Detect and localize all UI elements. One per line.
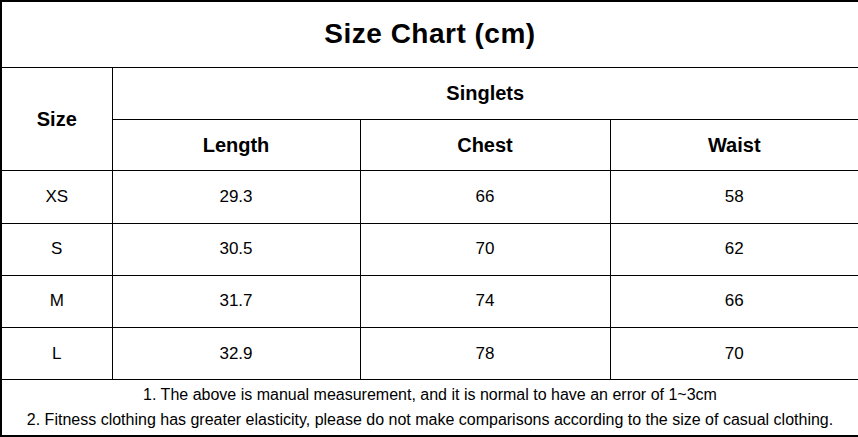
column-header-chest: Chest bbox=[360, 120, 610, 171]
size-chart-table: Size Chart (cm) Size Singlets Length Che… bbox=[0, 0, 858, 437]
length-value: 29.3 bbox=[112, 171, 360, 223]
chest-value: 70 bbox=[360, 223, 610, 275]
table-row-m: M 31.7 74 66 bbox=[1, 275, 858, 327]
waist-value: 70 bbox=[610, 327, 858, 379]
size-label: XS bbox=[1, 171, 112, 223]
group-header-singlets: Singlets bbox=[112, 67, 858, 119]
length-value: 31.7 bbox=[112, 275, 360, 327]
size-label: M bbox=[1, 275, 112, 327]
title-row: Size Chart (cm) bbox=[1, 1, 858, 67]
table-row-xs: XS 29.3 66 58 bbox=[1, 171, 858, 223]
size-label: S bbox=[1, 223, 112, 275]
chest-value: 78 bbox=[360, 327, 610, 379]
waist-value: 62 bbox=[610, 223, 858, 275]
size-label: L bbox=[1, 327, 112, 379]
column-header-size: Size bbox=[1, 67, 112, 170]
subheader-row: Length Chest Waist bbox=[1, 120, 858, 171]
page-title: Size Chart (cm) bbox=[1, 1, 858, 67]
note-line-1: 1. The above is manual measurement, and … bbox=[2, 383, 858, 408]
table-row-l: L 32.9 78 70 bbox=[1, 327, 858, 379]
chest-value: 74 bbox=[360, 275, 610, 327]
length-value: 32.9 bbox=[112, 327, 360, 379]
column-header-length: Length bbox=[112, 120, 360, 171]
size-chart-panel: Size Chart (cm) Size Singlets Length Che… bbox=[0, 0, 858, 437]
measurement-notes: 1. The above is manual measurement, and … bbox=[1, 380, 858, 436]
table-row-s: S 30.5 70 62 bbox=[1, 223, 858, 275]
waist-value: 58 bbox=[610, 171, 858, 223]
length-value: 30.5 bbox=[112, 223, 360, 275]
group-header-row: Size Singlets bbox=[1, 67, 858, 119]
chest-value: 66 bbox=[360, 171, 610, 223]
column-header-waist: Waist bbox=[610, 120, 858, 171]
waist-value: 66 bbox=[610, 275, 858, 327]
note-line-2: 2. Fitness clothing has greater elastici… bbox=[2, 408, 858, 433]
notes-row: 1. The above is manual measurement, and … bbox=[1, 380, 858, 436]
